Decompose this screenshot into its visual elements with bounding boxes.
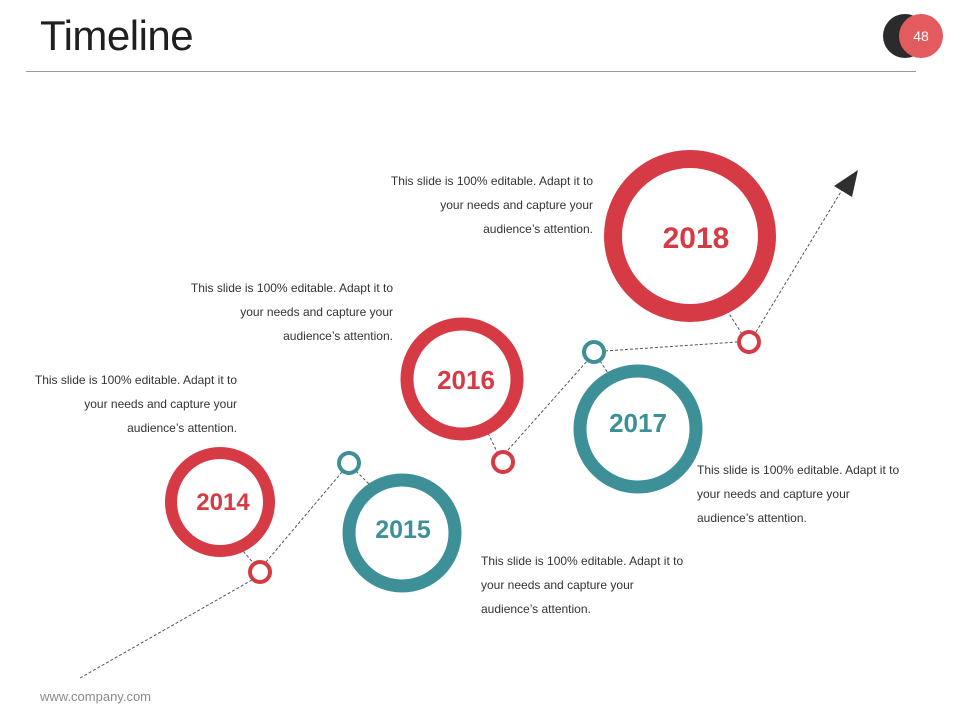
title-divider [26,71,916,72]
timeline-node-2014 [248,560,272,584]
page-number-badge: 48 [880,14,950,64]
path-segment [79,579,253,679]
year-ring-2014 [165,447,275,557]
year-label-2018: 2018 [663,222,730,255]
year-ring-2016 [400,317,524,441]
path-segment [604,341,738,352]
year-ring-2015 [342,473,462,593]
connector-line [355,470,371,486]
year-label-2014: 2014 [196,489,250,516]
year-ring-2018 [604,150,776,322]
description-2015: This slide is 100% editable. Adapt it to… [481,554,684,616]
description-2017: This slide is 100% editable. Adapt it to… [697,463,900,525]
year-label-2016: 2016 [437,365,495,395]
timeline-node-2016 [491,450,515,474]
year-ring-2017 [573,364,703,494]
description-2016: This slide is 100% editable. Adapt it to… [190,281,393,343]
timeline-node-2017 [582,340,606,364]
path-segment [265,471,343,563]
description-2018: This slide is 100% editable. Adapt it to… [390,174,593,236]
timeline-node-2015 [337,451,361,475]
description-2014: This slide is 100% editable. Adapt it to… [34,373,237,435]
year-label-2015: 2015 [375,516,431,544]
timeline-node-2018 [737,330,761,354]
arrow-head-icon [834,170,858,197]
path-segment [755,189,843,333]
page-number: 48 [899,14,943,58]
footer-url: www.company.com [40,689,152,704]
connector-line [487,432,499,455]
page-title: Timeline [40,12,194,59]
year-label-2017: 2017 [609,408,667,438]
connector-line [727,311,743,335]
path-segment [507,359,589,451]
